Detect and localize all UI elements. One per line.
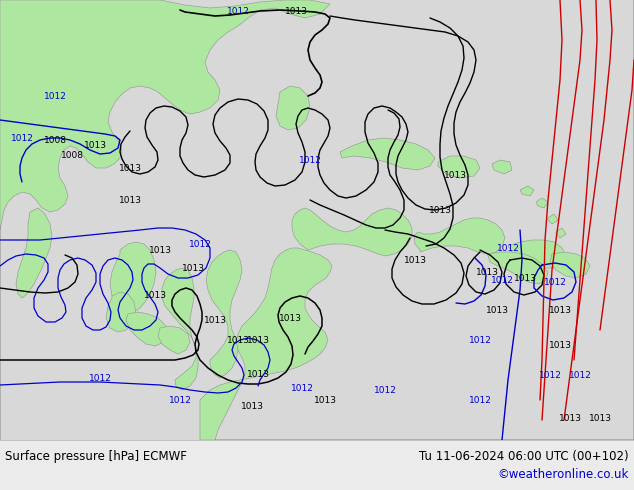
- Text: 1013: 1013: [313, 395, 337, 405]
- Text: 1012: 1012: [11, 133, 34, 143]
- Text: 1012: 1012: [491, 275, 514, 285]
- Text: 1013: 1013: [84, 141, 107, 149]
- Polygon shape: [126, 312, 168, 346]
- Text: 1013: 1013: [514, 273, 536, 283]
- Text: 1013: 1013: [548, 341, 571, 349]
- Polygon shape: [158, 326, 190, 354]
- Polygon shape: [0, 0, 330, 440]
- Polygon shape: [110, 242, 156, 314]
- Text: 1013: 1013: [588, 414, 612, 422]
- Text: 1013: 1013: [119, 196, 141, 204]
- Polygon shape: [200, 0, 634, 440]
- Text: 1013: 1013: [247, 369, 269, 378]
- Text: 1012: 1012: [226, 7, 249, 17]
- Text: 1008: 1008: [60, 150, 84, 160]
- Polygon shape: [550, 252, 590, 278]
- Polygon shape: [162, 268, 198, 390]
- Text: 1013: 1013: [403, 255, 427, 265]
- Text: 1013: 1013: [181, 264, 205, 272]
- Polygon shape: [414, 218, 505, 254]
- Text: Tu 11-06-2024 06:00 UTC (00+102): Tu 11-06-2024 06:00 UTC (00+102): [419, 449, 629, 463]
- Text: 1012: 1012: [89, 373, 112, 383]
- Text: 1012: 1012: [169, 395, 191, 405]
- Text: 1013: 1013: [226, 336, 250, 344]
- Text: 1012: 1012: [44, 92, 67, 100]
- Text: 1013: 1013: [119, 164, 141, 172]
- Polygon shape: [488, 252, 548, 284]
- Text: 1013: 1013: [559, 414, 581, 422]
- Text: 1012: 1012: [538, 370, 562, 379]
- Polygon shape: [492, 160, 512, 174]
- Text: 1013: 1013: [240, 401, 264, 411]
- Polygon shape: [106, 292, 136, 332]
- Text: 1013: 1013: [285, 7, 307, 17]
- Polygon shape: [276, 86, 310, 130]
- Text: 1012: 1012: [290, 384, 313, 392]
- Polygon shape: [438, 156, 480, 178]
- Text: 1013: 1013: [486, 305, 508, 315]
- Text: 1012: 1012: [496, 244, 519, 252]
- Text: 1012: 1012: [373, 386, 396, 394]
- Text: 1013: 1013: [143, 291, 167, 299]
- Polygon shape: [556, 228, 566, 238]
- Text: 1008: 1008: [44, 136, 67, 145]
- Polygon shape: [206, 250, 242, 378]
- Text: 1013: 1013: [278, 314, 302, 322]
- Text: 1012: 1012: [299, 155, 321, 165]
- Polygon shape: [520, 186, 534, 196]
- Text: 1012: 1012: [569, 370, 592, 379]
- Polygon shape: [340, 138, 435, 170]
- Text: 1012: 1012: [188, 240, 211, 248]
- Bar: [0, 440, 634, 490]
- Text: Surface pressure [hPa] ECMWF: Surface pressure [hPa] ECMWF: [5, 449, 187, 463]
- Polygon shape: [536, 198, 548, 208]
- Polygon shape: [292, 208, 412, 256]
- Polygon shape: [548, 214, 558, 224]
- Text: 1013: 1013: [444, 171, 467, 179]
- Text: 1012: 1012: [469, 395, 491, 405]
- Text: 1012: 1012: [543, 277, 566, 287]
- Text: 1013: 1013: [247, 336, 269, 344]
- Text: 1013: 1013: [429, 205, 451, 215]
- Polygon shape: [16, 208, 52, 298]
- Text: 1013: 1013: [148, 245, 172, 254]
- Text: 1013: 1013: [204, 316, 226, 324]
- Polygon shape: [508, 240, 566, 268]
- Text: ©weatheronline.co.uk: ©weatheronline.co.uk: [498, 467, 629, 481]
- Text: 1013: 1013: [548, 305, 571, 315]
- Text: 1012: 1012: [469, 336, 491, 344]
- Bar: [0, 0, 634, 440]
- Text: 1013: 1013: [476, 268, 498, 276]
